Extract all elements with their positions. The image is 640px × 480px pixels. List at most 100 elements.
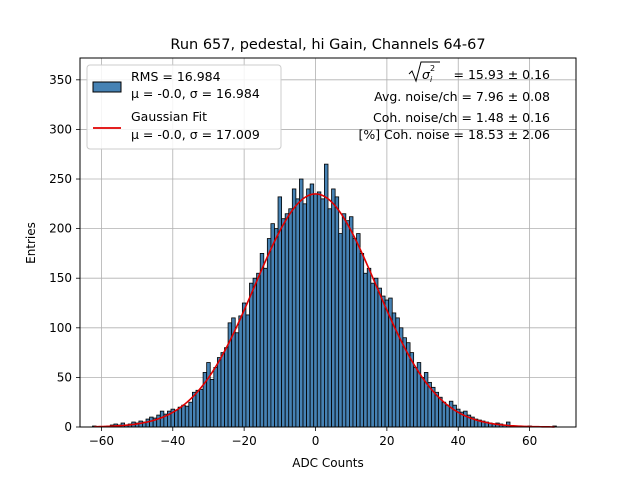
histogram-bar [156, 414, 161, 428]
x-tick-label: 60 [522, 434, 537, 448]
gaussian-fit-line [94, 193, 555, 428]
coh-noise-percent-text: [%] Coh. noise = 18.53 ± 2.06 [358, 127, 550, 142]
x-axis-label: ADC Counts [292, 456, 364, 470]
histogram-bar [259, 253, 265, 428]
histogram-bar [145, 418, 150, 428]
histogram-bar [263, 267, 268, 428]
histogram-bar [320, 198, 325, 428]
histogram-bar [174, 409, 179, 428]
histogram-bar [184, 405, 190, 428]
histogram-bar [384, 299, 390, 428]
histogram-bar [349, 216, 354, 428]
histogram-bar [288, 208, 293, 428]
y-tick-label: 200 [49, 222, 72, 236]
y-axis-label: Entries [24, 222, 38, 264]
legend-fit-stats: μ = -0.0, σ = 17.009 [131, 127, 260, 142]
histogram-bar [195, 389, 200, 428]
sigma-value: = 15.93 ± 0.16 [454, 67, 551, 82]
sigma-symbol: σ 2 i [408, 61, 440, 84]
noise-annotations: σ 2 i = 15.93 ± 0.16 Avg. noise/ch = 7.9… [358, 61, 551, 142]
legend: RMS = 16.984 μ = -0.0, σ = 16.984 Gaussi… [86, 64, 282, 150]
histogram-bar [413, 367, 418, 428]
histogram-bar [234, 332, 240, 428]
histogram-bar [213, 367, 218, 428]
x-tick-label: −40 [160, 434, 185, 448]
histogram-bar [302, 203, 307, 428]
y-tick-label: 250 [49, 172, 72, 186]
histogram-bar [270, 223, 275, 428]
histogram-bar [284, 213, 290, 428]
y-tick-label: 350 [49, 73, 72, 87]
histogram-bar [341, 213, 347, 428]
histogram-bar [370, 282, 375, 428]
y-tick-label: 50 [57, 370, 72, 384]
x-axis-ticks: −60 −40 −20 0 20 40 60 [89, 427, 537, 448]
histogram-bar [338, 233, 343, 428]
histogram-bar [331, 188, 336, 428]
histogram-bar [352, 238, 357, 428]
x-tick-label: −20 [231, 434, 256, 448]
histogram-bar [313, 193, 318, 428]
histogram-bars [92, 163, 557, 428]
y-tick-label: 150 [49, 271, 72, 285]
histogram-bar [441, 401, 447, 428]
legend-fit-label: Gaussian Fit [131, 109, 207, 124]
y-axis-ticks: 0 50 100 150 200 250 300 350 [49, 73, 80, 434]
histogram-bar [252, 277, 258, 428]
histogram-bar [241, 302, 247, 428]
histogram-bar [445, 404, 450, 428]
histogram-bar [359, 253, 365, 428]
histogram-bar [199, 388, 204, 428]
histogram-bar [224, 347, 229, 428]
legend-frame [86, 64, 282, 150]
x-tick-label: 0 [312, 434, 320, 448]
avg-noise-text: Avg. noise/ch = 7.96 ± 0.08 [374, 89, 550, 104]
histogram-bar [334, 196, 340, 428]
histogram-bar [209, 378, 215, 428]
histogram-bar [345, 220, 350, 428]
histogram-bar [373, 277, 379, 428]
y-tick-label: 0 [64, 420, 72, 434]
histogram-bar [363, 272, 368, 428]
histogram-bar [220, 352, 225, 428]
x-tick-label: 20 [379, 434, 394, 448]
histogram-bar [356, 233, 361, 428]
histogram-bar [299, 178, 304, 428]
histogram-bar [249, 282, 254, 428]
histogram-bar [188, 401, 193, 428]
histogram-bar [245, 314, 250, 428]
histogram-bar [216, 357, 222, 428]
histogram-bar [181, 404, 186, 428]
histogram-bar [316, 191, 322, 428]
histogram-bar [306, 188, 311, 428]
histogram-bar [463, 410, 468, 428]
histogram-bar [309, 183, 315, 428]
histogram-bar [448, 400, 454, 428]
legend-rms-stats: μ = -0.0, σ = 16.984 [131, 86, 260, 101]
chart-title: Run 657, pedestal, hi Gain, Channels 64-… [170, 37, 485, 53]
histogram-bar [381, 295, 386, 428]
histogram-bar [366, 267, 372, 428]
histogram-bar [159, 410, 165, 428]
svg-text:2: 2 [430, 64, 435, 73]
coh-noise-text: Coh. noise/ch = 1.48 ± 0.16 [373, 110, 550, 125]
histogram-bar [324, 163, 329, 428]
svg-text:i: i [430, 75, 433, 84]
y-tick-label: 300 [49, 122, 72, 136]
legend-rms-label: RMS = 16.984 [131, 69, 221, 84]
histogram-bar [266, 238, 272, 428]
histogram-bar [295, 198, 300, 428]
histogram-bar [291, 188, 297, 428]
histogram-bar [377, 287, 382, 428]
histogram-bar [256, 272, 261, 428]
y-tick-label: 100 [49, 321, 72, 335]
histogram-bar [327, 208, 332, 428]
histogram-bar [420, 377, 425, 428]
plot-frame [79, 57, 577, 428]
histogram-bar [206, 362, 211, 428]
histogram-bar [238, 315, 243, 428]
x-tick-label: 40 [451, 434, 466, 448]
histogram-bar [177, 406, 183, 428]
legend-bar-swatch [92, 81, 122, 93]
